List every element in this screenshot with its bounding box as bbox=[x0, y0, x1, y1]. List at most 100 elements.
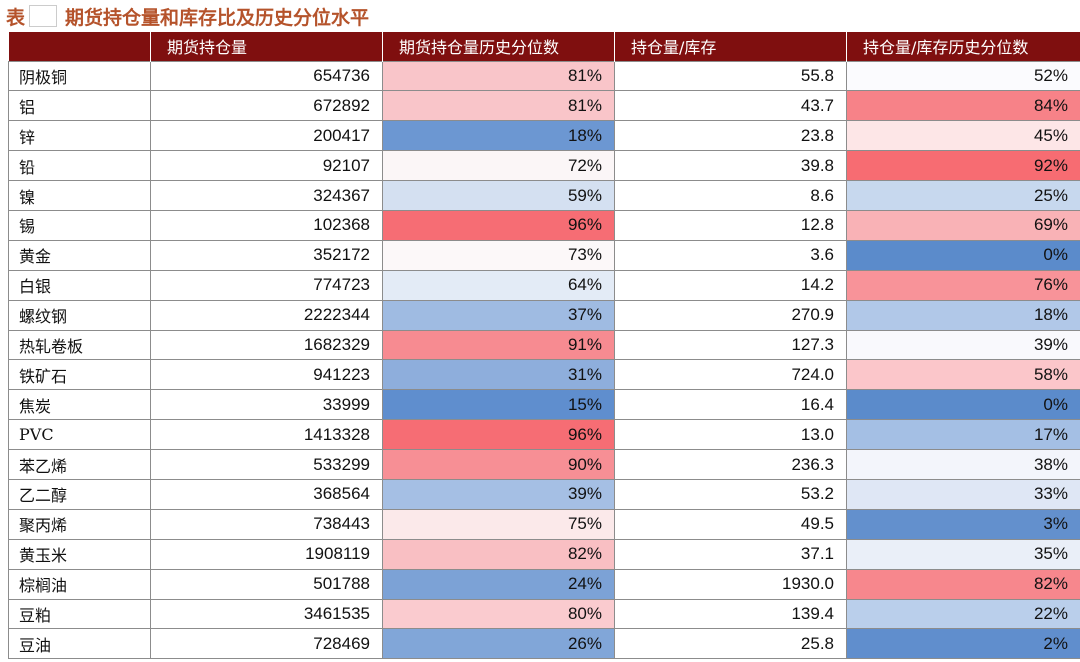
open-interest-cell: 1908119 bbox=[150, 538, 383, 570]
table-row: 黄玉米 1908119 82% 37.1 35% bbox=[8, 538, 1080, 570]
ratio-percentile-cell: 18% bbox=[846, 299, 1080, 331]
table-row: 白银 774723 64% 14.2 76% bbox=[8, 269, 1080, 301]
ratio-percentile-cell: 22% bbox=[846, 598, 1080, 630]
table-row: 豆粕 3461535 80% 139.4 22% bbox=[8, 598, 1080, 630]
table-row: 铅 92107 72% 39.8 92% bbox=[8, 150, 1080, 182]
ratio-percentile-cell: 39% bbox=[846, 329, 1080, 361]
ratio-percentile-cell: 33% bbox=[846, 478, 1080, 510]
caption-number-box bbox=[29, 5, 58, 27]
ratio-percentile-cell: 35% bbox=[846, 538, 1080, 570]
oi-percentile-cell: 64% bbox=[382, 269, 615, 301]
oi-stock-ratio-cell: 1930.0 bbox=[614, 568, 847, 600]
header-ratio-percentile: 持仓量/库存历史分位数 bbox=[863, 38, 1029, 58]
oi-percentile-cell: 24% bbox=[382, 568, 615, 600]
open-interest-cell: 1682329 bbox=[150, 329, 383, 361]
oi-stock-ratio-cell: 236.3 bbox=[614, 449, 847, 480]
ratio-percentile-cell: 2% bbox=[846, 628, 1080, 660]
open-interest-cell: 654736 bbox=[150, 60, 383, 92]
ratio-percentile-cell: 84% bbox=[846, 90, 1080, 122]
ratio-percentile-cell: 76% bbox=[846, 269, 1080, 301]
open-interest-cell: 2222344 bbox=[150, 299, 383, 331]
oi-percentile-cell: 82% bbox=[382, 538, 615, 570]
oi-stock-ratio-cell: 49.5 bbox=[614, 508, 847, 540]
table-row: 焦炭 33999 15% 16.4 0% bbox=[8, 389, 1080, 421]
commodity-cell: 焦炭 bbox=[8, 389, 151, 421]
open-interest-cell: 728469 bbox=[150, 628, 383, 660]
open-interest-cell: 92107 bbox=[150, 150, 383, 182]
header-commodity bbox=[8, 32, 151, 61]
oi-percentile-cell: 91% bbox=[382, 329, 615, 361]
oi-percentile-cell: 18% bbox=[382, 120, 615, 152]
ratio-percentile-cell: 17% bbox=[846, 419, 1080, 451]
commodity-cell: 锡 bbox=[8, 209, 151, 241]
oi-stock-ratio-cell: 55.8 bbox=[614, 60, 847, 92]
open-interest-cell: 200417 bbox=[150, 120, 383, 152]
open-interest-cell: 3461535 bbox=[150, 598, 383, 630]
oi-percentile-cell: 96% bbox=[382, 419, 615, 451]
commodity-cell: PVC bbox=[8, 419, 151, 451]
oi-percentile-cell: 39% bbox=[382, 478, 615, 510]
ratio-percentile-cell: 45% bbox=[846, 120, 1080, 152]
oi-percentile-cell: 75% bbox=[382, 508, 615, 540]
commodity-cell: 聚丙烯 bbox=[8, 508, 151, 540]
open-interest-cell: 774723 bbox=[150, 269, 383, 301]
table-row: 豆油 728469 26% 25.8 2% bbox=[8, 628, 1080, 660]
open-interest-cell: 33999 bbox=[150, 389, 383, 421]
oi-stock-ratio-cell: 13.0 bbox=[614, 419, 847, 451]
table-body: 阴极铜 654736 81% 55.8 52% 铝 672892 81% 43.7 84% 锌 200… bbox=[8, 60, 1080, 660]
ratio-percentile-cell: 52% bbox=[846, 60, 1080, 92]
commodity-cell: 螺纹钢 bbox=[8, 299, 151, 331]
oi-stock-ratio-cell: 3.6 bbox=[614, 239, 847, 271]
table-row: 棕榈油 501788 24% 1930.0 82% bbox=[8, 568, 1080, 600]
caption-prefix: 表 bbox=[6, 6, 26, 29]
header-oi-percentile: 期货持仓量历史分位数 bbox=[382, 32, 615, 61]
oi-percentile-cell: 81% bbox=[382, 60, 615, 92]
oi-stock-ratio-cell: 139.4 bbox=[614, 598, 847, 630]
oi-percentile-cell: 80% bbox=[382, 598, 615, 630]
commodity-cell: 黄金 bbox=[8, 239, 151, 271]
open-interest-cell: 672892 bbox=[150, 90, 383, 122]
commodity-cell: 热轧卷板 bbox=[8, 329, 151, 361]
table-caption: 表 期货持仓量和库存比及历史分位水平 bbox=[6, 2, 369, 30]
table-row: 螺纹钢 2222344 37% 270.9 18% bbox=[8, 299, 1080, 331]
header-row: 期货持仓量 期货持仓量历史分位数 持仓量/库存 持仓量/库存历史分位数 bbox=[8, 32, 1080, 61]
header-oi-stock-ratio: 持仓量/库存 bbox=[614, 32, 847, 61]
table-row: 锡 102368 96% 12.8 69% bbox=[8, 209, 1080, 241]
ratio-percentile-cell: 0% bbox=[846, 239, 1080, 271]
header-open-interest: 期货持仓量 bbox=[150, 32, 383, 61]
ratio-percentile-cell: 0% bbox=[846, 389, 1080, 421]
open-interest-cell: 738443 bbox=[150, 508, 383, 540]
oi-percentile-cell: 26% bbox=[382, 628, 615, 660]
oi-percentile-cell: 96% bbox=[382, 209, 615, 241]
ratio-percentile-cell: 92% bbox=[846, 150, 1080, 182]
caption-title: 期货持仓量和库存比及历史分位水平 bbox=[65, 6, 370, 29]
oi-stock-ratio-cell: 724.0 bbox=[614, 359, 847, 391]
oi-percentile-cell: 31% bbox=[382, 359, 615, 391]
oi-stock-ratio-cell: 43.7 bbox=[614, 90, 847, 122]
oi-stock-ratio-cell: 14.2 bbox=[614, 269, 847, 301]
ratio-percentile-cell: 69% bbox=[846, 209, 1080, 241]
commodity-cell: 镍 bbox=[8, 180, 151, 211]
table-row: 聚丙烯 738443 75% 49.5 3% bbox=[8, 508, 1080, 540]
table-row: 铁矿石 941223 31% 724.0 58% bbox=[8, 359, 1080, 391]
table-row: 苯乙烯 533299 90% 236.3 38% bbox=[8, 449, 1080, 480]
oi-stock-ratio-cell: 270.9 bbox=[614, 299, 847, 331]
table-row: PVC 1413328 96% 13.0 17% bbox=[8, 419, 1080, 451]
oi-percentile-cell: 81% bbox=[382, 90, 615, 122]
ratio-percentile-cell: 82% bbox=[846, 568, 1080, 600]
commodity-cell: 白银 bbox=[8, 269, 151, 301]
oi-stock-ratio-cell: 16.4 bbox=[614, 389, 847, 421]
open-interest-cell: 941223 bbox=[150, 359, 383, 391]
commodity-cell: 黄玉米 bbox=[8, 538, 151, 570]
table-row: 黄金 352172 73% 3.6 0% bbox=[8, 239, 1080, 271]
oi-stock-ratio-cell: 23.8 bbox=[614, 120, 847, 152]
open-interest-cell: 352172 bbox=[150, 239, 383, 271]
oi-percentile-cell: 37% bbox=[382, 299, 615, 331]
oi-stock-ratio-cell: 39.8 bbox=[614, 150, 847, 182]
table-row: 铝 672892 81% 43.7 84% bbox=[8, 90, 1080, 122]
commodity-cell: 棕榈油 bbox=[8, 568, 151, 600]
ratio-percentile-cell: 25% bbox=[846, 180, 1080, 211]
commodity-cell: 铁矿石 bbox=[8, 359, 151, 391]
oi-percentile-cell: 90% bbox=[382, 449, 615, 480]
commodity-cell: 乙二醇 bbox=[8, 478, 151, 510]
